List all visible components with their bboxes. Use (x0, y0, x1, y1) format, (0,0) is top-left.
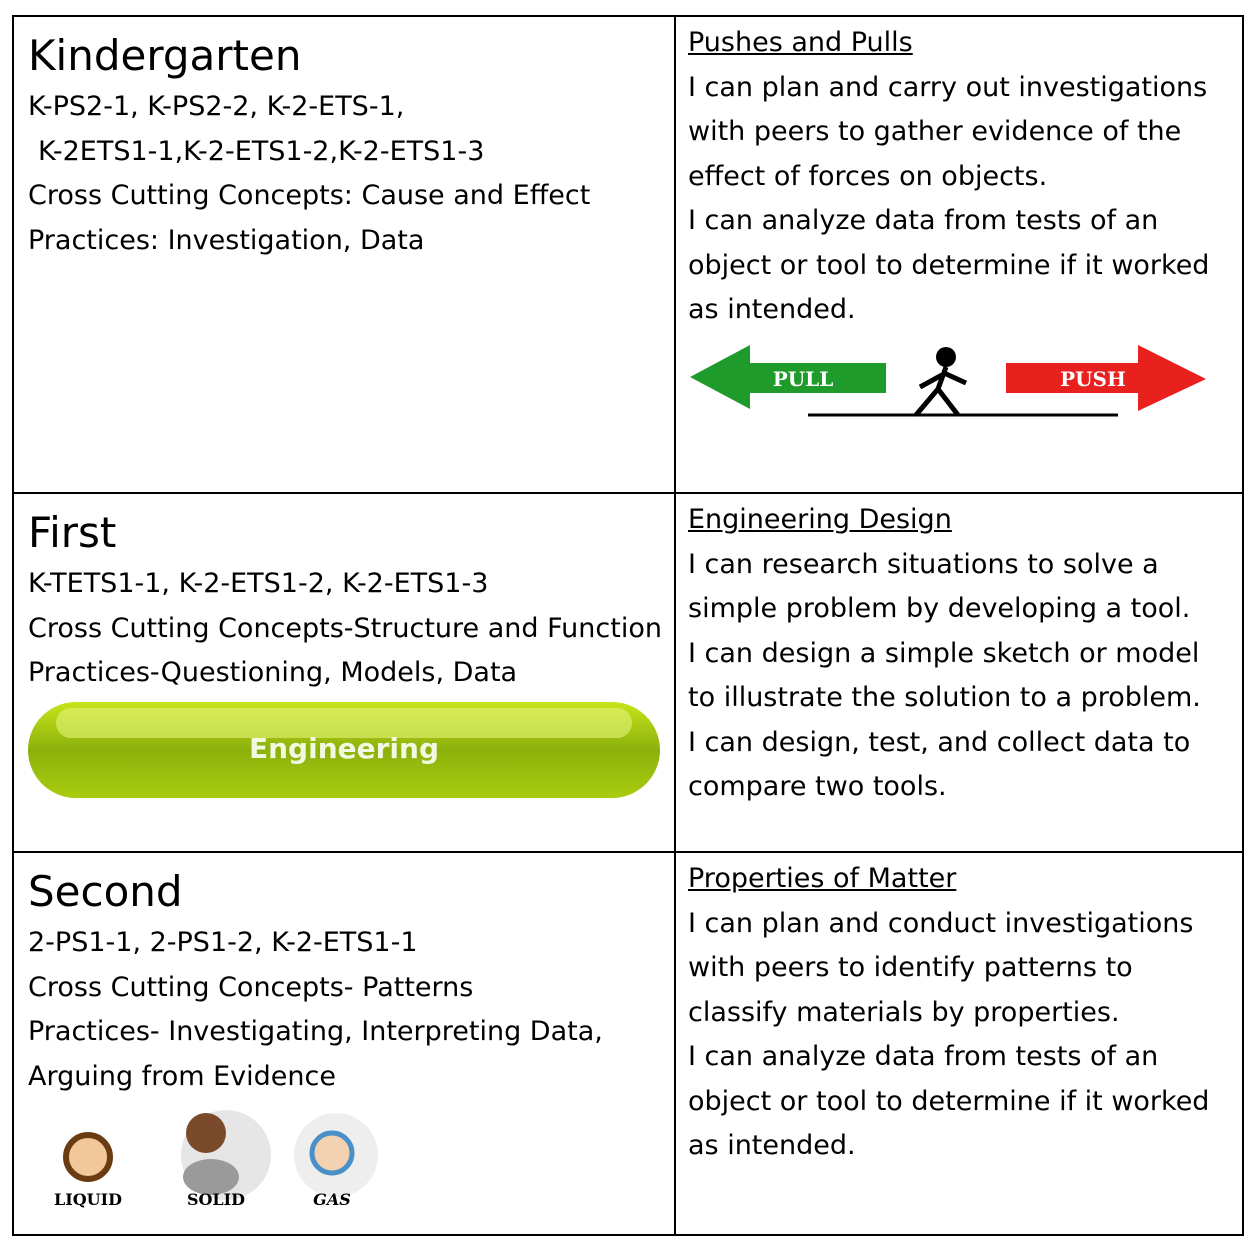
grade: Second (28, 867, 183, 916)
topic-cell: Pushes and Pulls I can plan and carry ou… (674, 15, 1244, 494)
statement: I can analyze data from tests of an obje… (688, 205, 1210, 325)
standards-table: Kindergarten K-PS2-1, K-PS2-2, K-2-ETS-1… (12, 15, 1244, 1236)
engineering-button: Engineering (28, 701, 660, 798)
statement: I can design a simple sketch or model to… (688, 637, 1201, 714)
detail: Practices-Questioning, Models, Data (28, 657, 518, 688)
topic-cell: Engineering Design I can research situat… (674, 492, 1244, 853)
detail: K-2ETS1-1,K-2-ETS1-2,K-2-ETS1-3 (38, 135, 485, 167)
image-label: SOLID (187, 1190, 245, 1209)
topic-cell: Properties of Matter I can plan and cond… (674, 851, 1244, 1236)
image-label: PUSH (1060, 367, 1126, 391)
detail: Cross Cutting Concepts- Patterns (28, 971, 474, 1003)
detail: Practices: Investigation, Data (28, 224, 425, 256)
grade: Kindergarten (28, 31, 302, 80)
image-label: Engineering (249, 732, 439, 765)
detail: Cross Cutting Concepts: Cause and Effect (28, 180, 591, 211)
statement: I can design, test, and collect data to … (688, 726, 1191, 803)
image-label: PULL (773, 367, 834, 391)
statement: I can plan and carry out investigations … (688, 71, 1208, 192)
grade-cell: Second 2-PS1-1, 2-PS1-2, K-2-ETS1-1 Cros… (12, 851, 676, 1236)
detail: Cross Cutting Concepts-Structure and Fun… (28, 612, 662, 644)
detail: Practices- Investigating, Interpreting D… (28, 1016, 603, 1092)
statement: I can plan and conduct investigations wi… (688, 907, 1194, 1028)
matter-image: LIQUID SOLID GAS (54, 1110, 378, 1209)
grade-cell: First K-TETS1-1, K-2-ETS1-2, K-2-ETS1-3 … (12, 492, 676, 853)
detail: 2-PS1-1, 2-PS1-2, K-2-ETS1-1 (28, 927, 418, 958)
image-label: LIQUID (54, 1190, 122, 1209)
image-label: GAS (313, 1190, 351, 1209)
row: First K-TETS1-1, K-2-ETS1-2, K-2-ETS1-3 … (12, 492, 1244, 853)
topic: Engineering Design (688, 504, 952, 535)
topic: Pushes and Pulls (688, 27, 913, 58)
detail: K-TETS1-1, K-2-ETS1-2, K-2-ETS1-3 (28, 568, 489, 599)
grade-cell: Kindergarten K-PS2-1, K-PS2-2, K-2-ETS-1… (12, 15, 676, 494)
row: Second 2-PS1-1, 2-PS1-2, K-2-ETS1-1 Cros… (12, 851, 1244, 1236)
push-pull-image: PULL PUSH (690, 344, 1206, 417)
row: Kindergarten K-PS2-1, K-PS2-2, K-2-ETS-1… (12, 15, 1244, 494)
statement: I can research situations to solve a sim… (688, 548, 1191, 625)
grade: First (28, 508, 117, 557)
topic: Properties of Matter (688, 863, 957, 894)
detail: K-PS2-1, K-PS2-2, K-2-ETS-1, (28, 91, 405, 122)
statement: I can analyze data from tests of an obje… (688, 1041, 1210, 1161)
